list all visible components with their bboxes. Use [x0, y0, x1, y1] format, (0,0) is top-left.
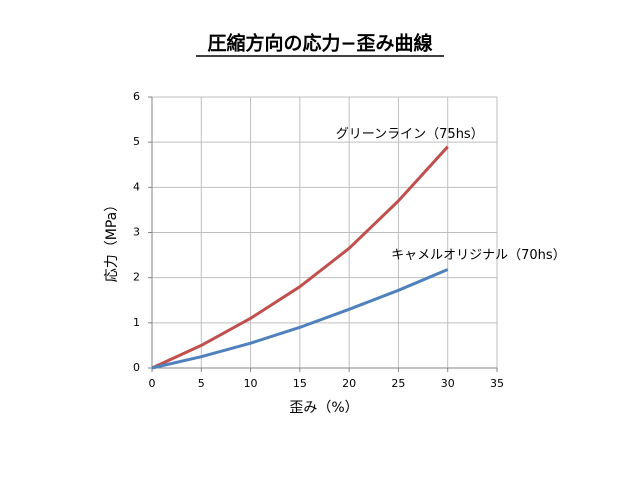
- x-tick-label: 0: [149, 377, 156, 390]
- chart-title: 圧縮方向の応力−歪み曲線: [208, 32, 433, 55]
- y-tick-label: 6: [133, 90, 140, 103]
- y-tick-label: 4: [133, 180, 140, 193]
- y-tick-label: 0: [133, 361, 140, 374]
- x-axis-label: 歪み（%）: [289, 400, 358, 416]
- x-tick-label: 15: [293, 377, 307, 390]
- y-axis-label: 応力（MPa）: [104, 198, 120, 282]
- x-tick-label: 35: [490, 377, 504, 390]
- x-tick-label: 10: [244, 377, 258, 390]
- x-tick-label: 25: [391, 377, 405, 390]
- y-tick-label: 3: [133, 226, 140, 239]
- series-line: [151, 145, 449, 370]
- y-tick-label: 2: [133, 271, 140, 284]
- series-label: キャメルオリジナル（70hs）: [391, 248, 566, 263]
- x-tick-label: 5: [198, 377, 205, 390]
- series-line: [151, 268, 449, 370]
- y-tick-label: 5: [133, 135, 140, 148]
- x-tick-label: 20: [342, 377, 356, 390]
- series-label: グリーンライン（75hs）: [336, 127, 484, 142]
- y-tick-label: 1: [133, 316, 140, 329]
- x-tick-label: 30: [441, 377, 455, 390]
